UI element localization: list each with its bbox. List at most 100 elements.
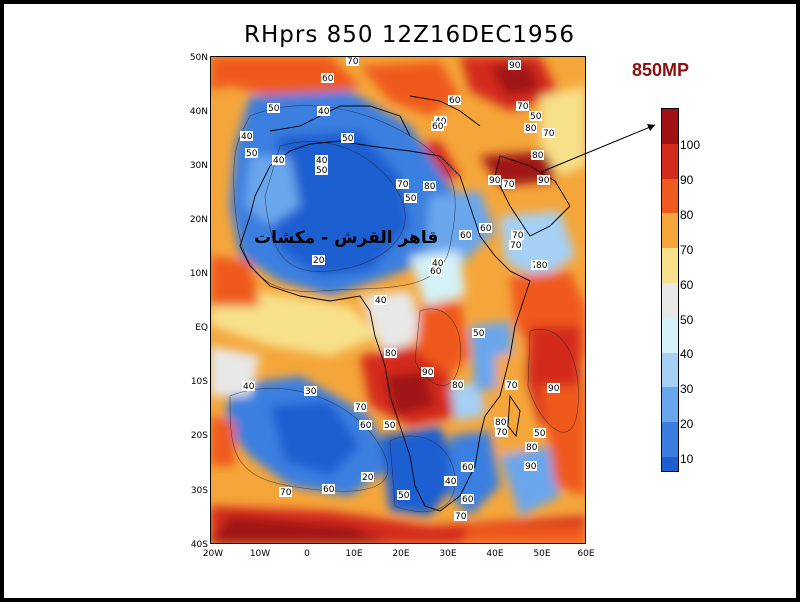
contour-label: 70 — [503, 180, 515, 190]
contour-label: 60 — [360, 421, 372, 431]
lon-label: 20W — [202, 549, 224, 559]
contour-label-bg — [267, 103, 280, 113]
lat-label: 30N — [189, 161, 208, 171]
contour-label-bg — [315, 165, 328, 175]
lat-label: 40N — [189, 107, 208, 117]
contour-label-bg — [454, 511, 467, 521]
contour-label: 50 — [473, 329, 485, 339]
contour-label-bg — [322, 484, 335, 494]
contour-label: 90 — [538, 176, 550, 186]
contour-label-bg — [423, 181, 436, 191]
contour-label-bg — [516, 101, 529, 111]
contour-label: 60 — [430, 267, 442, 277]
colorbar-swatch — [662, 456, 678, 471]
contour-label: 50 — [405, 194, 417, 204]
contour-label: 70 — [506, 381, 518, 391]
contour-label: 50 — [534, 429, 546, 439]
contour-label-bg — [240, 131, 253, 141]
contour-label-bg — [535, 260, 548, 270]
contour-label: 70 — [517, 102, 529, 112]
lat-label: 50N — [189, 53, 208, 63]
contour-label: 50 — [398, 491, 410, 501]
contour-label-bg — [374, 295, 387, 305]
colorbar-swatch — [662, 178, 678, 214]
contour-label-bg — [421, 367, 434, 377]
lon-label: 30E — [439, 549, 457, 559]
lat-label: 20N — [189, 215, 208, 225]
colorbar-label: 20 — [680, 417, 694, 431]
contour-label: 40 — [375, 296, 387, 306]
contour-label-bg — [272, 155, 285, 165]
contour-label: 40 — [432, 259, 444, 269]
contour-label: 80 — [525, 124, 537, 134]
contour-label-bg — [502, 179, 515, 189]
contour-label-bg — [431, 258, 444, 268]
contour-label-bg — [531, 150, 544, 160]
contour-label: 70 — [512, 231, 524, 241]
colorbar-swatch — [662, 143, 678, 179]
colorbar-label: 80 — [680, 208, 694, 222]
contour-label: 50 — [384, 421, 396, 431]
contour-label: 90 — [548, 384, 560, 394]
contour-label: 80 — [536, 261, 548, 271]
contour-label-bg — [511, 230, 524, 240]
contour-label-bg — [384, 348, 397, 358]
contour-label: 70 — [397, 180, 409, 190]
contour-label: 20 — [362, 473, 374, 483]
contour-label-bg — [537, 175, 550, 185]
contour-label-bg — [317, 106, 330, 116]
lat-label: 30S — [190, 486, 208, 496]
map-annotation: قاهر القرش - مكشات — [254, 228, 439, 248]
contour-label: 60 — [462, 463, 474, 473]
contour-label: 40 — [241, 132, 253, 142]
contour-label-bg — [461, 462, 474, 472]
contour-label-bg — [245, 148, 258, 158]
colorbar-label: 70 — [680, 243, 694, 257]
map-title: RHprs 850 12Z16DEC1956 — [244, 22, 575, 48]
contour-label: 60 — [323, 485, 335, 495]
contour-label-bg — [354, 402, 367, 412]
contour-label-bg — [505, 380, 518, 390]
colorbar-swatch — [662, 422, 678, 457]
contour-label-bg — [397, 490, 410, 500]
contour-label-bg — [529, 111, 542, 121]
colorbar-swatch — [662, 213, 678, 249]
contour-label-bg — [525, 442, 538, 452]
contour-label: 50 — [316, 166, 328, 176]
contour-label-bg — [472, 328, 485, 338]
contour-label-bg — [479, 223, 492, 233]
contour-label: 40 — [273, 156, 285, 166]
contour-label-bg — [508, 60, 521, 70]
contour-label-bg — [542, 128, 555, 138]
humidity-map: 7060905040604070508060405070504050407080… — [210, 56, 586, 544]
contour-label-bg — [304, 386, 317, 396]
contour-label: 90 — [525, 462, 537, 472]
contour-label-bg — [383, 420, 396, 430]
contour-label-bg — [509, 240, 522, 250]
contour-label-bg — [488, 175, 501, 185]
lon-label: 10W — [249, 549, 271, 559]
colorbar-swatch — [662, 317, 678, 353]
lat-label: 10S — [190, 377, 208, 387]
contour-label: 80 — [424, 182, 436, 192]
contour-label-bg — [547, 383, 560, 393]
contour-label: 20 — [313, 256, 325, 266]
contour-label: 70 — [355, 403, 367, 413]
colorbar-swatch — [662, 109, 678, 144]
colorbar-label: 100 — [680, 138, 701, 152]
contour-label-bg — [404, 193, 417, 203]
lat-label: 40S — [190, 540, 208, 550]
contour-label-bg — [346, 56, 359, 66]
contour-label-bg — [242, 381, 255, 391]
contour-label-bg — [461, 494, 474, 504]
contour-label: 40 — [445, 477, 457, 487]
colorbar-swatch — [662, 248, 678, 283]
contour-label: 60 — [322, 74, 334, 84]
contour-label-bg — [495, 427, 508, 437]
contour-label: 60 — [480, 224, 492, 234]
contour-label: 90 — [489, 176, 501, 186]
contour-label: 90 — [509, 61, 521, 71]
contour-label: 80 — [495, 418, 507, 428]
contour-label: 60 — [432, 122, 444, 132]
pressure-level-label: 850MP — [632, 60, 690, 80]
